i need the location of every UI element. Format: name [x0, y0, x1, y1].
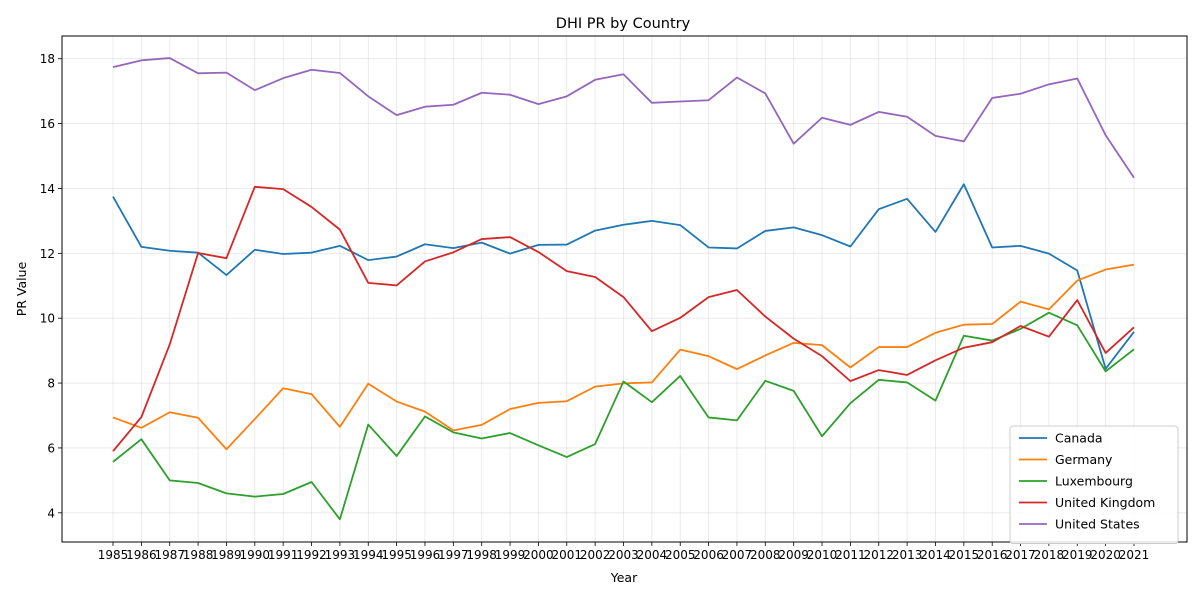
x-tick-label: 1990: [240, 548, 271, 562]
y-axis: 4 6 8 10 12 14 16 18: [40, 52, 62, 520]
x-axis: 1985198619871988198919901991199219931994…: [98, 542, 1150, 562]
legend-label-luxembourg: Luxembourg: [1055, 474, 1133, 489]
x-tick-label: 2005: [665, 548, 696, 562]
x-tick-label: 1991: [268, 548, 299, 562]
x-tick-label: 1989: [211, 548, 242, 562]
x-tick-label: 2014: [920, 548, 951, 562]
x-axis-title: Year: [610, 570, 638, 585]
x-tick-label: 1995: [381, 548, 412, 562]
x-tick-label: 1999: [495, 548, 526, 562]
x-tick-label: 2009: [778, 548, 809, 562]
x-tick-label: 2008: [750, 548, 781, 562]
x-tick-label: 2020: [1090, 548, 1121, 562]
x-tick-label: 1986: [126, 548, 157, 562]
x-tick-label: 2021: [1119, 548, 1150, 562]
series-line-united-states: [112, 57, 1135, 179]
series-line-united-kingdom: [112, 185, 1135, 452]
x-tick-label: 1994: [353, 548, 384, 562]
legend-label-germany: Germany: [1055, 452, 1113, 467]
x-tick-label: 2007: [722, 548, 753, 562]
legend-label-united-kingdom: United Kingdom: [1055, 495, 1155, 510]
y-tick-label: 12: [40, 247, 55, 261]
x-tick-label: 2016: [977, 548, 1008, 562]
y-tick-label: 8: [47, 377, 55, 391]
x-tick-label: 2013: [892, 548, 923, 562]
series-lines: [112, 57, 1135, 521]
x-tick-label: 2000: [523, 548, 554, 562]
x-tick-label: 2019: [1062, 548, 1093, 562]
legend-label-canada: Canada: [1055, 431, 1103, 446]
x-tick-label: 2003: [608, 548, 639, 562]
x-tick-label: 1985: [98, 548, 129, 562]
series-line-canada: [112, 183, 1135, 370]
x-tick-label: 2012: [863, 548, 894, 562]
y-tick-label: 6: [47, 441, 55, 455]
x-tick-label: 1988: [183, 548, 214, 562]
series-line-luxembourg: [112, 311, 1135, 521]
x-tick-label: 1993: [325, 548, 356, 562]
x-tick-label: 2010: [807, 548, 838, 562]
legend: Canada Germany Luxembourg United Kingdom Uni…: [1009, 425, 1179, 544]
y-tick-label: 16: [40, 117, 55, 131]
x-tick-label: 1997: [438, 548, 469, 562]
x-tick-label: 1996: [410, 548, 441, 562]
x-tick-label: 2011: [835, 548, 866, 562]
x-tick-label: 2006: [693, 548, 724, 562]
legend-label-united-states: United States: [1055, 517, 1140, 532]
plot-frame: [61, 35, 1188, 543]
legend-box: [1009, 425, 1179, 544]
x-tick-label: 2004: [637, 548, 668, 562]
x-tick-label: 2002: [580, 548, 611, 562]
x-tick-label: 2015: [949, 548, 980, 562]
x-tick-label: 2018: [1034, 548, 1065, 562]
y-tick-label: 4: [47, 506, 55, 520]
y-tick-label: 14: [40, 182, 55, 196]
y-axis-title: PR Value: [14, 261, 29, 316]
y-tick-label: 10: [40, 312, 55, 326]
x-tick-label: 2001: [552, 548, 583, 562]
chart-title: DHI PR by Country: [556, 16, 691, 32]
x-tick-label: 1998: [466, 548, 497, 562]
x-tick-label: 1987: [154, 548, 185, 562]
y-tick-label: 18: [40, 52, 55, 66]
x-tick-label: 2017: [1005, 548, 1036, 562]
x-tick-label: 1992: [296, 548, 327, 562]
